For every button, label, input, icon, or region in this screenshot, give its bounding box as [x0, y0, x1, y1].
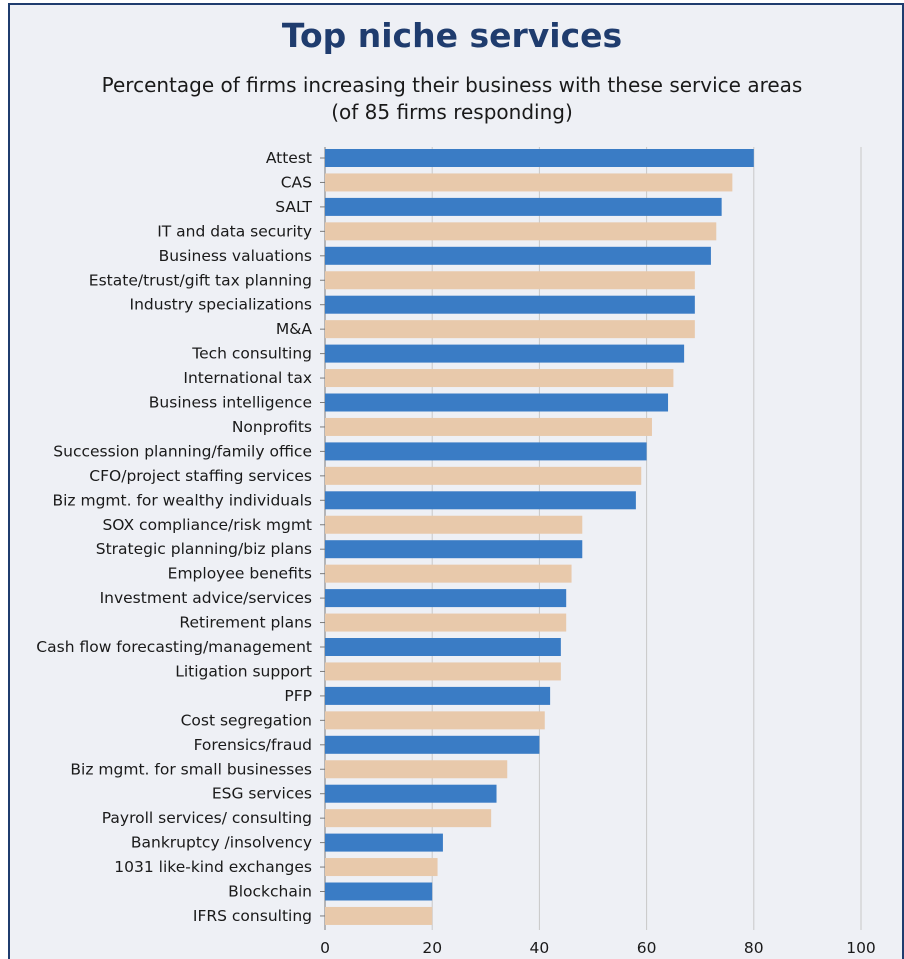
category-label: Biz mgmt. for wealthy individuals — [52, 491, 312, 509]
category-label: Retirement plans — [179, 614, 312, 632]
category-label: Investment advice/services — [100, 589, 312, 607]
x-tick-label: 0 — [320, 939, 330, 957]
bars — [325, 149, 754, 925]
category-label: Nonprofits — [232, 418, 312, 436]
bar — [325, 638, 561, 656]
bar — [325, 564, 572, 583]
category-label: Cost segregation — [181, 711, 312, 729]
category-label: International tax — [183, 369, 312, 387]
bar — [325, 466, 642, 485]
bar — [325, 344, 685, 363]
bar — [325, 858, 438, 877]
bar — [325, 295, 695, 314]
bar — [325, 246, 711, 265]
category-label: Attest — [266, 149, 312, 167]
category-label: ESG services — [212, 785, 312, 803]
category-label: 1031 like-kind exchanges — [114, 858, 312, 876]
bar — [325, 735, 540, 754]
category-label: SALT — [275, 198, 312, 216]
bar — [325, 882, 433, 901]
category-label: Business valuations — [159, 247, 312, 265]
category-label: Strategic planning/biz plans — [96, 540, 312, 558]
category-label: Blockchain — [228, 883, 312, 901]
bar — [325, 222, 717, 241]
category-label: IFRS consulting — [193, 907, 312, 925]
bar — [325, 906, 433, 925]
category-label: Tech consulting — [191, 345, 312, 363]
bar — [325, 491, 636, 510]
bar — [325, 833, 443, 852]
bar — [325, 320, 695, 339]
x-tick-label: 80 — [744, 939, 764, 957]
bar — [325, 393, 669, 412]
bar — [325, 760, 508, 779]
bar — [325, 417, 652, 436]
category-label: Business intelligence — [149, 394, 312, 412]
bar — [325, 369, 674, 388]
bar — [325, 515, 583, 534]
bar — [325, 662, 561, 681]
category-label: Industry specializations — [130, 296, 312, 314]
bar — [325, 149, 754, 167]
category-label: Cash flow forecasting/management — [36, 638, 312, 656]
bar — [325, 809, 492, 828]
category-label: IT and data security — [157, 222, 312, 240]
bar — [325, 711, 545, 730]
bar — [325, 613, 567, 632]
category-labels: Attest CAS SALT IT and data security Busines… — [36, 149, 312, 925]
bar — [325, 442, 647, 461]
x-tick-label: 60 — [637, 939, 657, 957]
bar — [325, 173, 733, 192]
category-label: Biz mgmt. for small businesses — [70, 760, 312, 778]
category-label: CAS — [281, 173, 312, 191]
category-label: Bankruptcy /insolvency — [131, 834, 312, 852]
bar — [325, 271, 695, 290]
chart-title: Top niche services — [281, 16, 623, 55]
x-tick-label: 100 — [846, 939, 876, 957]
bar — [325, 197, 722, 216]
category-label: Employee benefits — [168, 565, 312, 583]
subtitle-line-1: Percentage of firms increasing their bus… — [101, 73, 803, 97]
category-label: Forensics/fraud — [194, 736, 312, 754]
bar — [325, 589, 567, 608]
x-tick-label: 40 — [530, 939, 550, 957]
category-label: SOX compliance/risk mgmt — [102, 516, 312, 534]
category-label: CFO/project staffing services — [89, 467, 312, 485]
chart-subtitle: Percentage of firms increasing their bus… — [0, 72, 904, 126]
category-label: Estate/trust/gift tax planning — [89, 271, 312, 289]
category-label: PFP — [284, 687, 312, 705]
category-label: M&A — [276, 320, 312, 338]
category-label: Litigation support — [175, 662, 312, 680]
bar — [325, 784, 497, 803]
category-label: Payroll services/ consulting — [102, 809, 312, 827]
bar — [325, 540, 583, 559]
subtitle-line-2: (of 85 firms responding) — [331, 100, 573, 124]
x-axis-ticks: 0 20 40 60 80 100 — [320, 939, 876, 957]
x-tick-label: 20 — [422, 939, 442, 957]
bar — [325, 686, 551, 705]
category-label: Succession planning/family office — [53, 442, 312, 460]
